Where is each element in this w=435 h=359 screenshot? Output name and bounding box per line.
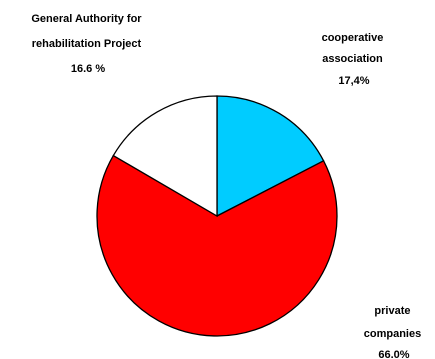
pie-slices: [97, 96, 337, 336]
